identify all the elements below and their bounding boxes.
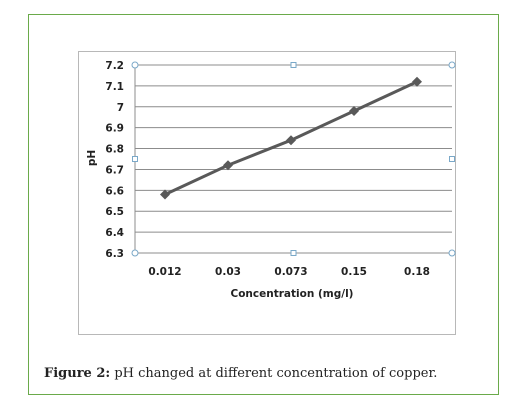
plot-corner-handle[interactable] (448, 249, 456, 257)
y-tick-label: 7 (117, 102, 124, 114)
data-point-marker (349, 105, 359, 116)
plot-corner-handle[interactable] (131, 249, 139, 257)
x-tick-label: 0.03 (215, 266, 241, 278)
y-tick-label: 6.6 (105, 185, 124, 197)
y-tick-label: 7.2 (105, 60, 124, 72)
caption-text: pH changed at different concentration of… (110, 366, 438, 381)
y-tick-label: 6.8 (105, 144, 124, 156)
selection-handles (131, 61, 456, 257)
data-point-marker (286, 135, 296, 146)
y-tick-label: 7.1 (105, 81, 124, 93)
figure-caption: Figure 2: pH changed at different concen… (44, 366, 437, 381)
data-point-marker (223, 160, 233, 171)
y-axis-title: pH (86, 150, 98, 166)
series-layer (160, 76, 422, 200)
plot-edge-handle[interactable] (132, 156, 138, 162)
figure-label: Figure 2: (44, 366, 111, 381)
chart-area-border (78, 51, 456, 335)
x-tick-label: 0.18 (404, 266, 430, 278)
plot-edge-handle[interactable] (449, 156, 455, 162)
y-tick-labels: 6.3 6.4 6.5 6.6 6.7 6.8 6.9 7 7.1 7.2 (105, 60, 124, 260)
data-point-marker (412, 76, 422, 87)
plot-corner-handle[interactable] (131, 61, 139, 69)
x-tick-labels: 0.012 0.03 0.073 0.15 0.18 (148, 266, 430, 278)
plot-corner-handle[interactable] (448, 61, 456, 69)
data-point-marker (160, 189, 170, 200)
gridlines (134, 64, 452, 254)
x-tick-label: 0.073 (274, 266, 307, 278)
x-tick-label: 0.012 (148, 266, 181, 278)
plot-edge-handle[interactable] (290, 250, 297, 256)
x-tick-label: 0.15 (341, 266, 367, 278)
x-axis-title: Concentration (mg/l) (231, 288, 354, 300)
figure-frame (28, 14, 499, 395)
y-tick-label: 6.7 (105, 164, 124, 176)
y-tick-label: 6.5 (105, 206, 124, 218)
y-tick-label: 6.4 (105, 227, 124, 239)
y-tick-label: 6.9 (105, 123, 124, 135)
y-tick-label: 6.3 (105, 248, 124, 260)
plot-edge-handle[interactable] (290, 62, 297, 68)
